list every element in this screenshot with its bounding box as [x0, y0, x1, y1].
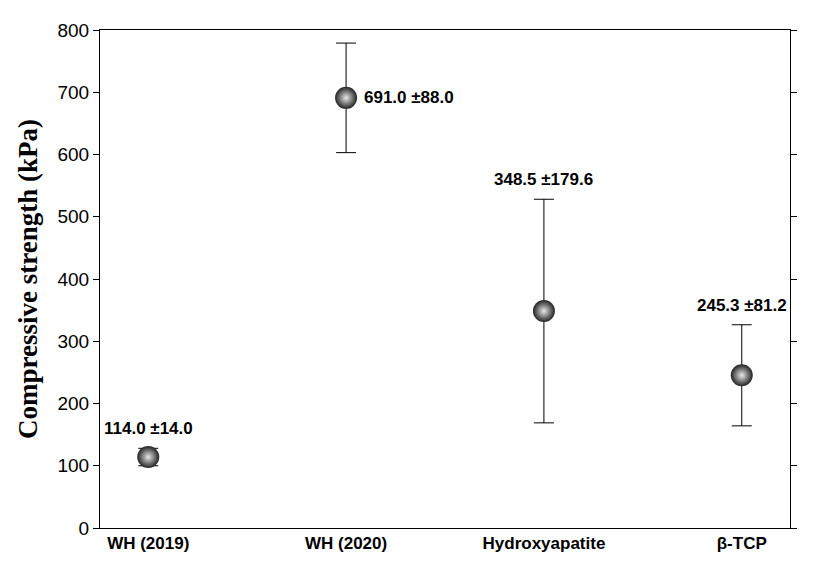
svg-text:β-TCP: β-TCP [717, 534, 767, 553]
svg-text:Compressive strength (kPa): Compressive strength (kPa) [13, 119, 43, 439]
svg-text:200: 200 [57, 393, 89, 414]
svg-text:400: 400 [57, 269, 89, 290]
svg-text:348.5 ±179.6: 348.5 ±179.6 [494, 170, 593, 189]
svg-text:100: 100 [57, 455, 89, 476]
svg-text:300: 300 [57, 331, 89, 352]
svg-text:114.0 ±14.0: 114.0 ±14.0 [104, 419, 193, 438]
svg-text:WH (2019): WH (2019) [107, 534, 189, 553]
svg-text:700: 700 [57, 82, 89, 103]
svg-text:800: 800 [57, 20, 89, 41]
svg-text:600: 600 [57, 144, 89, 165]
svg-text:0: 0 [79, 518, 90, 539]
svg-text:245.3 ±81.2: 245.3 ±81.2 [697, 296, 787, 315]
svg-text:500: 500 [57, 206, 89, 227]
svg-text:WH (2020): WH (2020) [305, 534, 387, 553]
svg-text:Hydroxyapatite: Hydroxyapatite [483, 534, 606, 553]
svg-text:691.0 ±88.0: 691.0 ±88.0 [364, 88, 454, 107]
